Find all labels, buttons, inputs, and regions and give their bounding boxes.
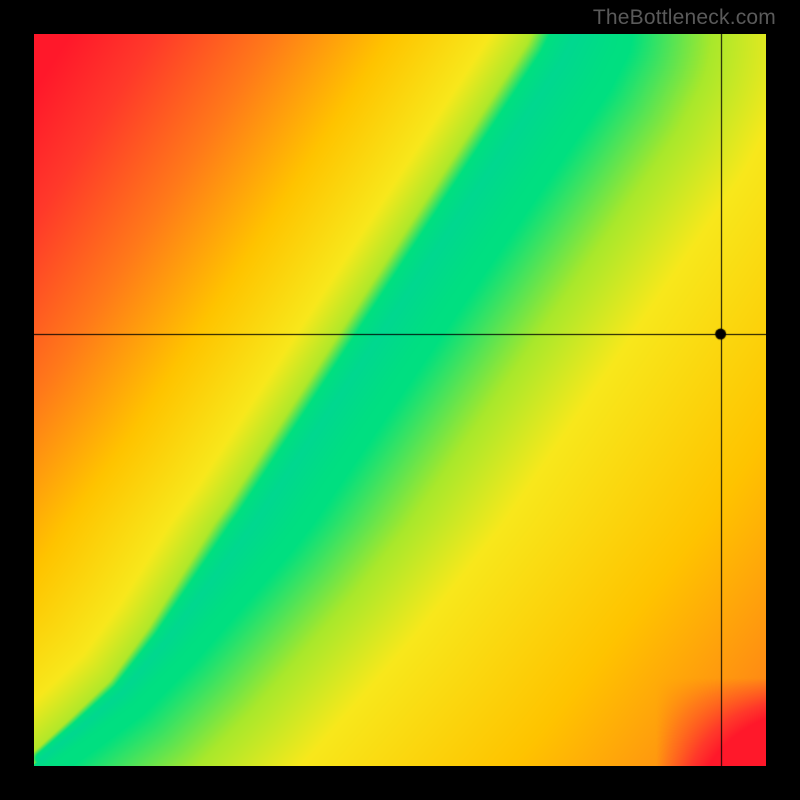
heatmap-plot: [34, 34, 766, 766]
chart-container: TheBottleneck.com: [0, 0, 800, 800]
watermark-text: TheBottleneck.com: [593, 6, 776, 30]
heatmap-canvas: [34, 34, 766, 766]
